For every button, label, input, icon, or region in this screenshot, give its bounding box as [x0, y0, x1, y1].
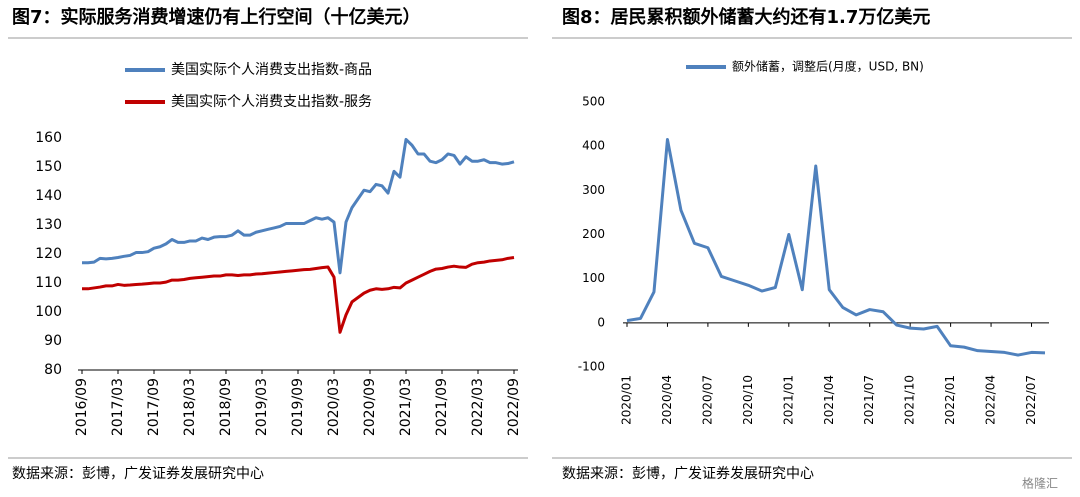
- legend-label: 美国实际个人消费支出指数-商品: [171, 62, 372, 78]
- y-tick-label: 150: [35, 159, 62, 175]
- y-tick-label: 130: [35, 217, 62, 233]
- y-tick-label: 0: [597, 315, 605, 329]
- legend-label: 美国实际个人消费支出指数-服务: [171, 94, 372, 110]
- x-tick-label: 2020/03: [326, 378, 342, 436]
- series-line: [82, 137, 515, 275]
- x-tick-label: 2022/03: [470, 378, 486, 436]
- source: 数据来源：彭博，广发证券发展研究中心: [562, 465, 814, 482]
- x-tick-label: 2022/04: [984, 375, 998, 425]
- x-tick-label: 2022/01: [943, 375, 957, 425]
- x-tick-label: 2019/03: [254, 378, 270, 436]
- x-tick-label: 2017/03: [110, 378, 126, 436]
- y-tick-label: 90: [44, 333, 62, 349]
- y-tick-label: 200: [582, 227, 605, 241]
- x-tick-label: 2021/09: [434, 378, 450, 436]
- x-tick-label: 2020/01: [620, 375, 634, 425]
- x-tick-label: 2020/09: [362, 378, 378, 436]
- y-tick-label: 500: [582, 95, 605, 109]
- y-tick-label: 140: [35, 188, 62, 204]
- source: 数据来源：彭博，广发证券发展研究中心: [12, 465, 264, 482]
- legend-label: 额外储蓄，调整后(月度，USD, BN): [732, 59, 924, 74]
- x-tick-label: 2018/09: [218, 378, 234, 436]
- y-tick-label: 100: [582, 271, 605, 285]
- watermark: 格隆汇: [1022, 476, 1058, 491]
- x-tick-label: 2020/10: [741, 375, 755, 425]
- chart-title: 图8：居民累积额外储蓄大约还有1.7万亿美元: [562, 6, 930, 28]
- y-tick-label: 160: [35, 130, 62, 146]
- x-tick-label: 2016/09: [74, 378, 90, 436]
- y-tick-label: 120: [35, 246, 62, 262]
- x-tick-label: 2021/01: [781, 375, 795, 425]
- x-tick-label: 2020/04: [660, 375, 674, 425]
- y-tick-label: 110: [35, 275, 62, 291]
- series-line: [82, 255, 515, 334]
- x-tick-label: 2017/09: [146, 378, 162, 436]
- x-tick-label: 2019/09: [290, 378, 306, 436]
- x-tick-label: 2022/07: [1024, 375, 1038, 425]
- series-line: [626, 138, 1046, 357]
- x-tick-label: 2021/10: [903, 375, 917, 425]
- chart-title: 图7：实际服务消费增速仍有上行空间（十亿美元）: [12, 6, 421, 28]
- x-tick-label: 2021/03: [398, 378, 414, 436]
- y-tick-label: -100: [578, 360, 605, 374]
- x-tick-label: 2018/03: [182, 378, 198, 436]
- y-tick-label: 300: [582, 183, 605, 197]
- y-tick-label: 100: [35, 304, 62, 320]
- x-tick-label: 2020/07: [700, 375, 714, 425]
- y-tick-label: 400: [582, 139, 605, 153]
- x-tick-label: 2022/09: [506, 378, 522, 436]
- x-tick-label: 2021/04: [822, 375, 836, 425]
- y-tick-label: 80: [44, 362, 62, 378]
- x-tick-label: 2021/07: [862, 375, 876, 425]
